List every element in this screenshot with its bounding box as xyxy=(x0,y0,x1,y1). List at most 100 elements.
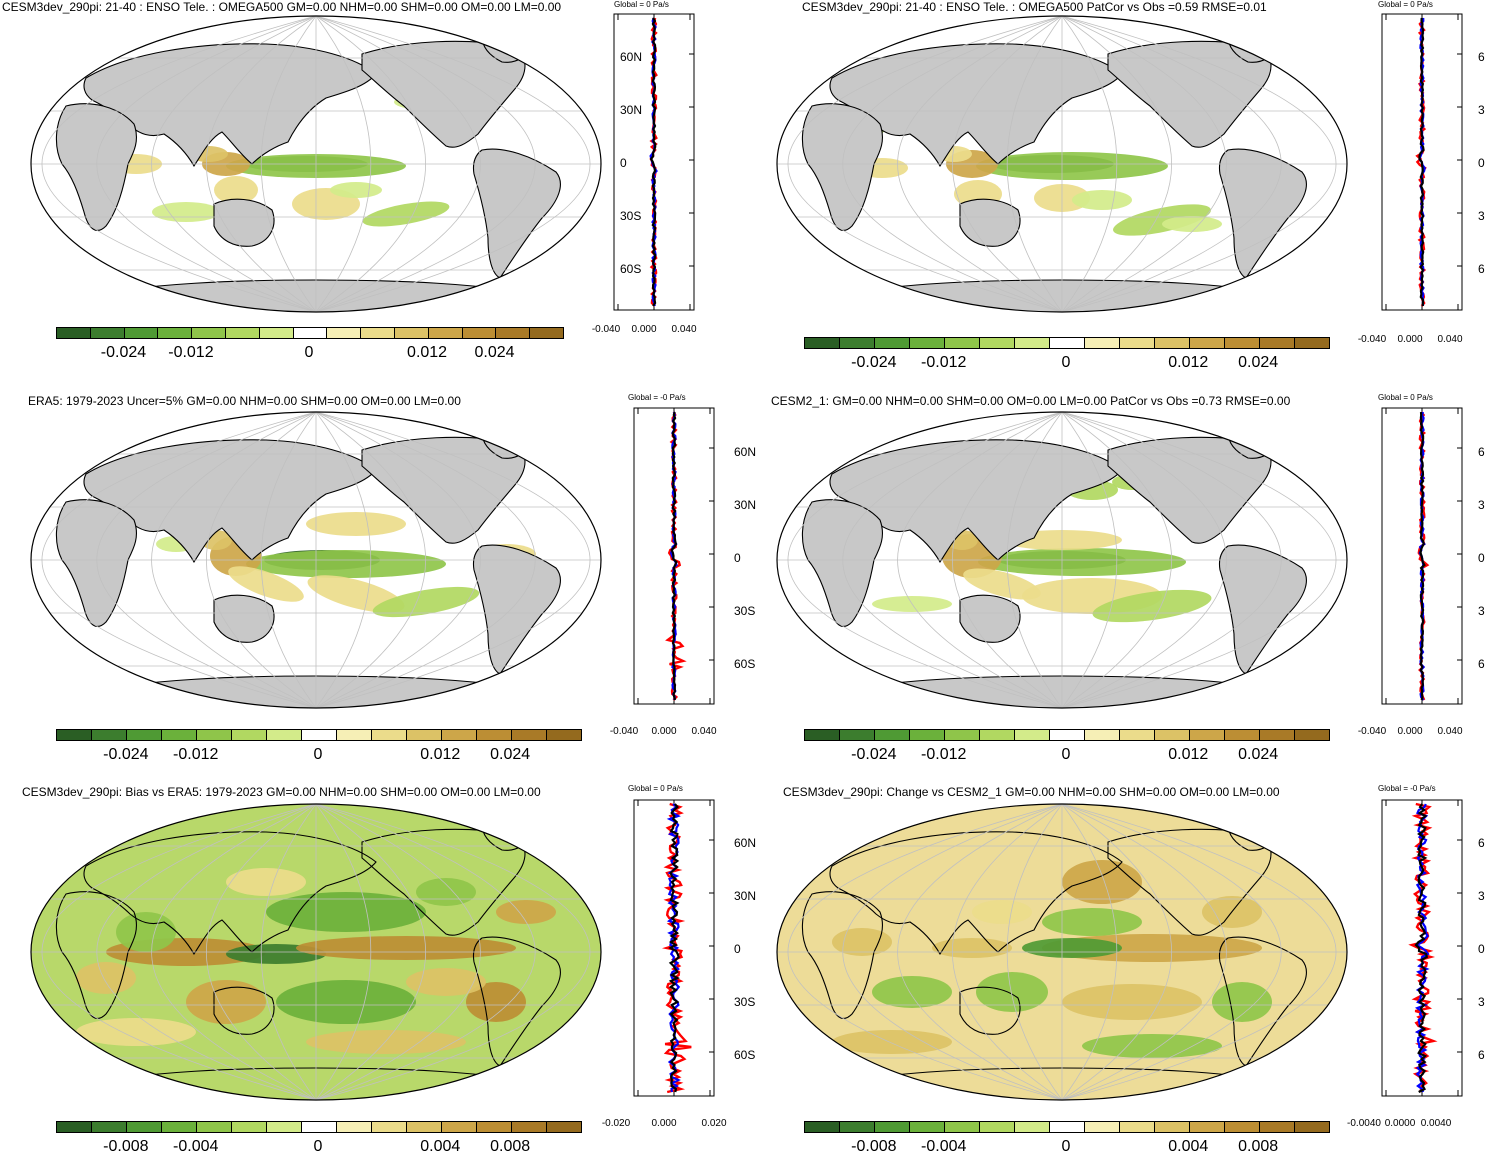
zonal-line xyxy=(1418,17,1425,306)
latitude-label: 30N xyxy=(734,498,757,512)
colorbar-swatch xyxy=(805,338,840,348)
colorbar-swatch xyxy=(805,730,840,740)
colorbar-label: -0.012 xyxy=(921,746,967,763)
colorbar-swatch xyxy=(530,328,563,338)
colorbar-swatch xyxy=(337,1122,372,1132)
latitude-label: 60S xyxy=(620,262,642,276)
colorbar-swatch xyxy=(407,1122,442,1132)
colorbar-swatch xyxy=(840,338,875,348)
colorbar-swatch xyxy=(875,338,910,348)
colorbar-swatch xyxy=(980,730,1015,740)
land-outline xyxy=(959,594,1021,643)
panel-title: CESM3dev_290pi: 21-40 : ENSO Tele. : OME… xyxy=(2,0,562,14)
anomaly-contour xyxy=(832,1030,952,1054)
map-canvas xyxy=(30,15,602,313)
latitude-label: 3 xyxy=(1478,498,1485,512)
colorbar-swatch xyxy=(477,730,512,740)
anomaly-contour xyxy=(214,176,258,204)
colorbar-swatch xyxy=(1015,338,1050,348)
zonal-title: Global = -0 Pa/s xyxy=(628,393,686,402)
zonal-mean-plot xyxy=(592,13,696,316)
colorbar-swatch xyxy=(1260,1122,1295,1132)
colorbar-label: -0.008 xyxy=(851,1138,897,1155)
colorbar-swatch xyxy=(361,328,395,338)
colorbar-swatch xyxy=(372,730,407,740)
colorbar xyxy=(56,729,582,741)
graticule xyxy=(777,412,1347,708)
colorbar-swatch xyxy=(158,328,193,338)
anomaly-contour xyxy=(306,1030,466,1054)
colorbar-swatch xyxy=(1120,730,1155,740)
colorbar-swatch xyxy=(162,730,197,740)
colorbar-swatch xyxy=(1015,1122,1050,1132)
colorbar-swatch xyxy=(442,1122,477,1132)
zonal-mean-plot xyxy=(1360,13,1464,316)
colorbar-label: 0 xyxy=(313,1138,323,1155)
world-map xyxy=(772,802,1352,1104)
colorbar-swatch xyxy=(1190,730,1225,740)
zonal-x-tick-label: -0.0040 xyxy=(1347,1118,1381,1129)
latitude-label: 0 xyxy=(1478,551,1485,565)
anomaly-contour xyxy=(152,202,220,222)
colorbar-swatch xyxy=(945,1122,980,1132)
graticule xyxy=(777,804,1347,1100)
anomaly-contour xyxy=(832,928,892,956)
anomaly-contour xyxy=(266,892,426,932)
colorbar-label: 0 xyxy=(304,344,314,361)
zonal-x-tick-label: 0.020 xyxy=(701,1118,727,1129)
colorbar-swatch xyxy=(293,328,328,338)
panel-title: CESM3dev_290pi: Bias vs ERA5: 1979-2023 … xyxy=(22,785,541,799)
zonal-x-tick-label: 0.040 xyxy=(671,324,697,335)
colorbar-swatch xyxy=(1295,338,1329,348)
anomaly-contour xyxy=(963,568,1041,600)
colorbar-label: 0.012 xyxy=(407,344,448,361)
anomaly-contour xyxy=(466,982,526,1022)
colorbar-swatch xyxy=(394,328,429,338)
colorbar-swatch xyxy=(1295,1122,1329,1132)
colorbar-swatch xyxy=(1120,1122,1155,1132)
zonal-x-tick-label: -0.040 xyxy=(609,726,639,737)
colorbar-swatch xyxy=(302,1122,337,1132)
colorbar xyxy=(56,1121,582,1133)
colorbar-swatch xyxy=(197,730,232,740)
colorbar-swatch xyxy=(232,730,267,740)
colorbar-swatch xyxy=(910,730,945,740)
colorbar xyxy=(56,327,564,339)
anomaly-contour xyxy=(228,566,304,602)
colorbar-swatch xyxy=(192,328,226,338)
latitude-label: 6 xyxy=(1478,1048,1485,1062)
anomaly-contour xyxy=(76,1018,196,1046)
colorbar-swatch xyxy=(92,730,127,740)
latitude-label: 60S xyxy=(734,1048,756,1062)
colorbar-swatch xyxy=(1155,1122,1190,1132)
colorbar-swatch xyxy=(197,1122,232,1132)
colorbar-swatch xyxy=(267,730,302,740)
colorbar-swatch xyxy=(127,1122,162,1132)
colorbar-swatch xyxy=(1050,338,1085,348)
land-outline xyxy=(213,986,275,1035)
colorbar-swatch xyxy=(1085,1122,1120,1132)
zonal-line xyxy=(1414,803,1429,1093)
zonal-line xyxy=(661,802,692,1094)
colorbar-swatch xyxy=(1120,338,1155,348)
colorbar-label: 0.024 xyxy=(474,344,515,361)
zonal-mean-plot xyxy=(612,407,716,710)
colorbar-label: 0.024 xyxy=(1238,354,1279,371)
latitude-label: 60N xyxy=(734,836,757,850)
colorbar-swatch xyxy=(547,1122,581,1132)
panel-title: ERA5: 1979-2023 Uncer=5% GM=0.00 NHM=0.0… xyxy=(28,394,461,408)
colorbar-swatch xyxy=(1225,338,1260,348)
latitude-label: 0 xyxy=(1478,942,1485,956)
graticule xyxy=(31,16,601,312)
land-outline xyxy=(213,198,275,247)
zonal-canvas xyxy=(633,799,715,1097)
colorbar-label: -0.024 xyxy=(851,354,897,371)
map-canvas xyxy=(30,411,602,709)
colorbar-swatch xyxy=(337,730,372,740)
colorbar-swatch xyxy=(875,1122,910,1132)
land-outline xyxy=(959,198,1021,247)
zonal-line xyxy=(670,411,678,701)
colorbar-swatch xyxy=(267,1122,302,1132)
anomaly-contour xyxy=(416,878,476,906)
zonal-title: Global = -0 Pa/s xyxy=(1378,784,1436,793)
